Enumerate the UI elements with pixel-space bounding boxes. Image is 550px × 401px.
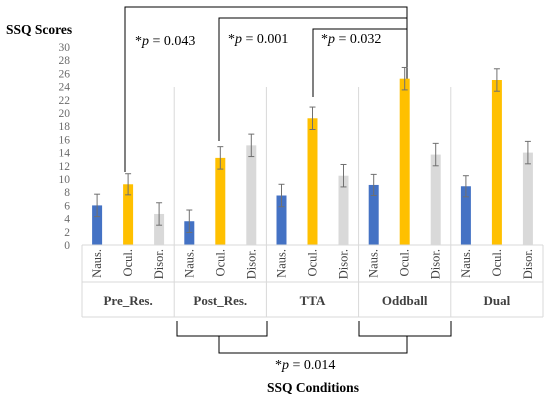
- y-tick-label: 18: [59, 121, 71, 133]
- bracket-top-middle: [218, 17, 407, 141]
- bar-disor: [430, 154, 441, 245]
- annotation-p-0043: *p = 0.043: [135, 34, 195, 49]
- bracket-bottom-right: [358, 321, 452, 337]
- y-tick-label: 30: [59, 42, 71, 54]
- category-label: Naus.: [182, 249, 196, 278]
- category-label: Naus.: [90, 249, 104, 278]
- category-label: Ocul.: [306, 249, 320, 276]
- y-tick-label: 4: [64, 214, 70, 226]
- y-tick-label: 12: [59, 161, 71, 173]
- bar-disor: [338, 175, 349, 245]
- chart-title: SSQ Scores: [6, 22, 72, 37]
- y-tick-label: 24: [59, 82, 71, 94]
- y-tick-label: 10: [59, 174, 71, 186]
- error-bar: [309, 106, 316, 130]
- group-label: Post_Res.: [193, 293, 247, 308]
- annotation-p-symbol: p: [141, 34, 149, 49]
- error-bar: [493, 68, 500, 92]
- bar-ocul: [491, 80, 502, 245]
- annotation-p-symbol: p: [281, 358, 289, 373]
- category-label: Naus.: [275, 249, 289, 278]
- category-label: Disor.: [429, 249, 443, 279]
- error-bar: [186, 209, 193, 233]
- error-bar: [248, 133, 255, 158]
- error-bar: [524, 140, 531, 165]
- x-axis: Pre_Res. Naus. Ocul. Disor. Post_Res. Naus. Oc…: [81, 87, 544, 318]
- y-tick-label: 14: [59, 148, 71, 160]
- category-label: Ocul.: [490, 249, 504, 276]
- error-bar: [462, 175, 469, 198]
- group-label: TTA: [300, 293, 326, 308]
- category-label: Naus.: [367, 249, 381, 278]
- annotation-p-symbol: p: [327, 32, 335, 47]
- error-bar: [94, 193, 101, 218]
- bar-ocul: [307, 118, 318, 245]
- annotation-star: *: [275, 358, 282, 373]
- bar-disor: [246, 145, 257, 245]
- annotation-star: *: [135, 34, 142, 49]
- category-label: Ocul.: [121, 249, 135, 276]
- category-label: Disor.: [337, 249, 351, 279]
- category-label: Disor.: [152, 249, 166, 279]
- bar-disor: [154, 213, 165, 245]
- error-bar: [401, 66, 408, 91]
- bracket-top-inner: [312, 28, 407, 97]
- bar-ocul: [399, 78, 410, 246]
- bar-ocul: [123, 184, 134, 245]
- category-label: Ocul.: [398, 249, 412, 276]
- bar-naus: [184, 221, 195, 245]
- annotation-value: = 0.014: [289, 358, 335, 373]
- annotation-p-0014: *p = 0.014: [275, 358, 335, 373]
- annotation-p-0001: *p = 0.001: [228, 32, 288, 47]
- bar-ocul: [215, 157, 226, 245]
- bar-naus: [368, 184, 379, 245]
- annotation-value: = 0.043: [149, 34, 195, 49]
- y-tick-label: 16: [59, 134, 71, 146]
- bar-naus: [92, 205, 103, 245]
- x-axis-title: SSQ Conditions: [267, 380, 359, 395]
- bracket-bottom-link: [218, 336, 408, 354]
- bar-naus: [276, 195, 287, 245]
- group-label: Dual: [484, 293, 511, 308]
- annotation-star: *: [321, 32, 328, 47]
- error-bar: [370, 173, 377, 196]
- category-label: Ocul.: [213, 249, 227, 276]
- y-tick-label: 0: [64, 240, 70, 252]
- category-label: Naus.: [459, 249, 473, 278]
- category-label: Disor.: [244, 249, 258, 279]
- y-tick-label: 22: [59, 95, 71, 107]
- error-bar: [432, 142, 439, 167]
- annotation-value: = 0.001: [242, 32, 288, 47]
- y-tick-label: 26: [59, 68, 71, 80]
- error-bar: [156, 202, 163, 226]
- annotation-p-symbol: p: [234, 32, 242, 47]
- annotation-star: *: [228, 32, 235, 47]
- y-tick-label: 20: [59, 108, 71, 120]
- annotation-value: = 0.032: [335, 32, 381, 47]
- error-bar: [217, 146, 224, 170]
- error-bar: [340, 163, 347, 188]
- annotation-p-0032: *p = 0.032: [321, 32, 381, 47]
- group-label: Oddball: [382, 293, 428, 308]
- error-bar: [278, 183, 285, 208]
- y-tick-label: 6: [64, 200, 70, 212]
- bar-disor: [522, 152, 533, 245]
- plot-area: [92, 66, 533, 246]
- category-label: Disor.: [521, 249, 535, 279]
- y-tick-label: 8: [64, 187, 70, 199]
- group-label: Pre_Res.: [103, 293, 152, 308]
- bar-naus: [460, 186, 471, 245]
- y-tick-label: 28: [59, 55, 71, 67]
- error-bar: [125, 173, 132, 196]
- bracket-bottom-left: [176, 321, 268, 337]
- y-tick-label: 2: [64, 227, 70, 239]
